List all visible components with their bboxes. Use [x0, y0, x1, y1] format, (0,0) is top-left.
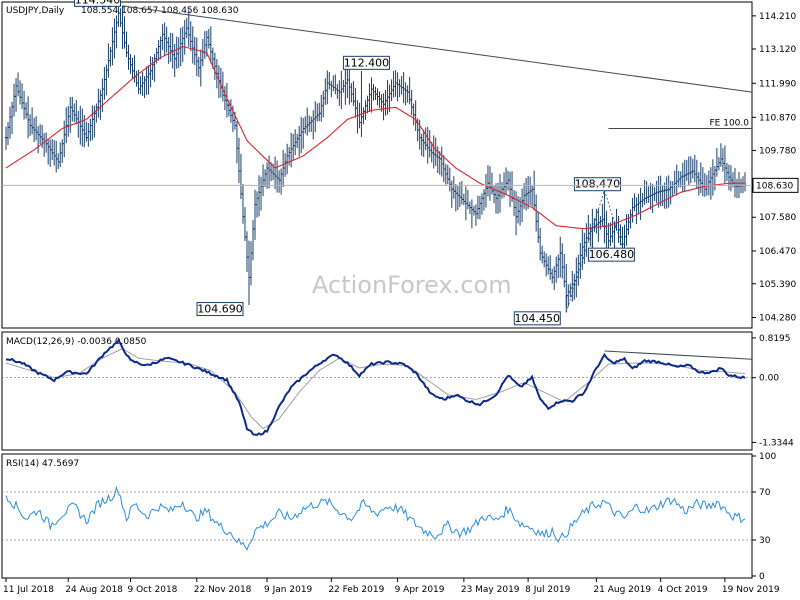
x-tick-label: 21 Aug 2019 — [593, 585, 651, 595]
rsi-grid-layer: 100 70 30 0 — [2, 452, 776, 582]
price-callout-label: 114.540 — [75, 0, 121, 6]
price-callout-label: 112.400 — [344, 56, 390, 69]
x-tick-label: 24 Aug 2018 — [65, 585, 123, 595]
price-y-tick-label: 114.210 — [759, 12, 796, 22]
price-y-tick-label: 107.580 — [759, 213, 796, 223]
price-y-tick-label: 109.780 — [759, 146, 796, 156]
x-tick-label: 8 Jul 2019 — [525, 585, 570, 595]
x-tick-label: 23 May 2019 — [461, 585, 520, 595]
price-bars-layer — [4, 5, 747, 313]
x-tick-label: 9 Apr 2019 — [395, 585, 445, 595]
x-axis-layer: 11 Jul 2018 24 Aug 2018 9 Oct 2018 22 Nov 2… — [3, 578, 780, 595]
rsi-panel-header: RSI(14) 47.5697 — [6, 459, 79, 469]
rsi-lines-layer — [5, 485, 746, 551]
price-panel-header-symbol: USDJPY,Daily — [6, 6, 65, 16]
moving-average-line — [5, 45, 745, 230]
price-callout: 104.450 — [513, 311, 561, 326]
x-tick-label: 22 Nov 2018 — [194, 585, 252, 595]
watermark: ActionForex.com — [312, 271, 512, 299]
macd-panel-header: MACD(12,26,9) -0.0036 0.0850 — [6, 337, 147, 347]
price-callout-label: 104.450 — [515, 312, 561, 325]
x-tick-label: 4 Oct 2019 — [658, 585, 708, 595]
price-callout-box — [573, 177, 621, 192]
price-callout: 104.690 — [196, 302, 244, 317]
price-callout-box — [587, 247, 635, 262]
macd-signal-line — [5, 348, 746, 430]
last-price-layer: 108.630 — [2, 177, 799, 193]
rsi-y-tick-label: 30 — [759, 536, 771, 546]
price-callout-label: 104.690 — [197, 303, 243, 316]
fe-level-label: FE 100.0 — [710, 119, 750, 129]
macd-trendline — [604, 350, 753, 360]
rsi-line — [5, 485, 746, 551]
macd-y-tick-label: -1.3344 — [759, 438, 794, 448]
rsi-y-tick-label: 100 — [759, 452, 776, 462]
macd-grid-layer: 0.8195 0.00 -1.3344 — [2, 334, 794, 448]
price-callout: 106.480 — [587, 247, 635, 262]
x-tick-label: 19 Nov 2019 — [722, 585, 780, 595]
price-callout-label: 106.480 — [589, 248, 635, 261]
rsi-y-tick-label: 0 — [759, 572, 765, 582]
price-y-tick-label: 113.120 — [759, 45, 796, 55]
price-callout-box — [196, 302, 244, 317]
price-callout-box — [73, 0, 121, 7]
macd-panel-frame — [1, 331, 753, 451]
price-y-tick-label: 105.390 — [759, 280, 796, 290]
macd-line — [5, 338, 746, 436]
price-callout: 108.470 — [573, 177, 621, 192]
last-price-tag — [752, 177, 799, 193]
price-ma-layer — [5, 45, 745, 230]
x-tick-label: 22 Feb 2019 — [328, 585, 384, 595]
price-callout: 114.540 — [73, 0, 121, 7]
last-price-label: 108.630 — [756, 181, 793, 191]
price-trendline — [122, 5, 753, 93]
rsi-y-tick-label: 70 — [759, 488, 771, 498]
price-callouts-layer: 114.540 104.690 112.400 104.450 106.480 108.4… — [73, 0, 635, 326]
price-callout-label: 108.470 — [575, 178, 621, 191]
price-grid-layer: 114.210 113.120 111.990 110.870 109.780 107.5… — [752, 12, 796, 323]
x-tick-label: 11 Jul 2018 — [3, 585, 54, 595]
price-callout: 112.400 — [342, 55, 390, 70]
x-tick-label: 9 Jan 2019 — [264, 585, 312, 595]
price-y-tick-label: 111.990 — [759, 79, 796, 89]
price-callout-box — [342, 55, 390, 70]
macd-y-tick-label: 0.8195 — [759, 334, 791, 344]
price-y-tick-label: 106.470 — [759, 247, 796, 257]
fe-level-layer: FE 100.0 — [608, 119, 752, 130]
price-y-tick-label: 110.870 — [759, 113, 796, 123]
x-tick-label: 9 Oct 2018 — [128, 585, 178, 595]
macd-lines-layer — [5, 338, 753, 436]
macd-y-tick-label: 0.00 — [759, 374, 779, 384]
price-y-tick-label: 104.280 — [759, 313, 796, 323]
price-callout-box — [513, 311, 561, 326]
